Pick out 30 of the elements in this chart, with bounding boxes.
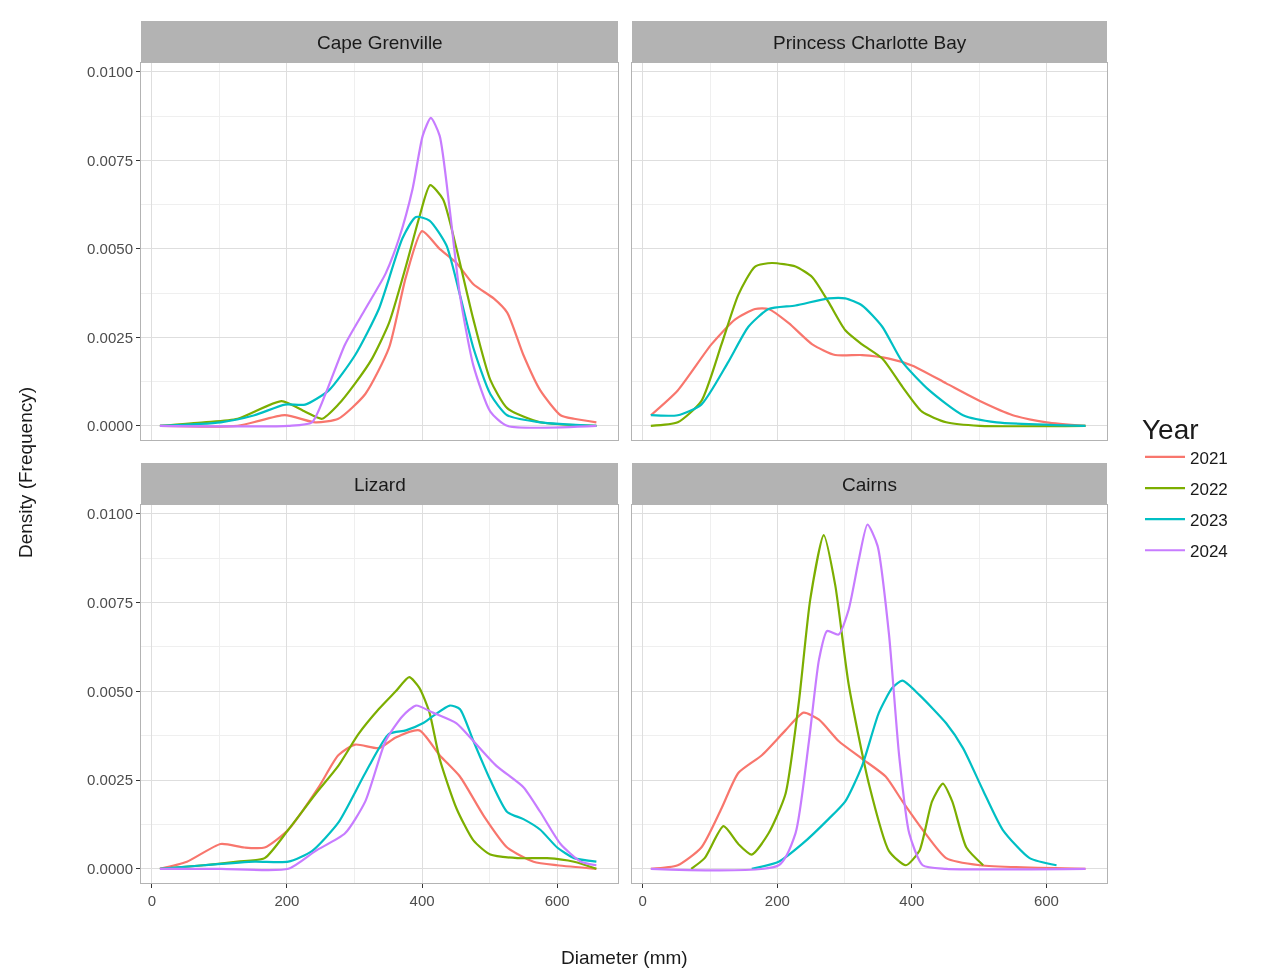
y-tick-label: 0.0000 bbox=[87, 417, 133, 435]
x-tick-label: 600 bbox=[544, 892, 570, 909]
legend-title: Year bbox=[1142, 414, 1199, 446]
y-tick-label: 0.0050 bbox=[87, 682, 133, 700]
chart-title: Cape Grenville bbox=[317, 32, 443, 53]
y-tick-label: 0.0075 bbox=[87, 151, 133, 169]
y-tick-label: 0.0050 bbox=[87, 240, 133, 258]
x-axis-title: Diameter (mm) bbox=[561, 947, 688, 968]
y-tick-label: 0.0100 bbox=[87, 505, 133, 523]
x-tick-label: 0 bbox=[638, 892, 647, 909]
legend-label: 2023 bbox=[1190, 510, 1228, 530]
chart-title: Princess Charlotte Bay bbox=[773, 32, 967, 53]
x-tick-label: 400 bbox=[899, 892, 925, 909]
y-tick-label: 0.0100 bbox=[87, 63, 133, 81]
x-tick-label: 200 bbox=[764, 892, 790, 909]
y-axis-title: Density (Frequency) bbox=[15, 386, 36, 558]
chart-title: Cairns bbox=[842, 474, 897, 495]
y-tick-label: 0.0025 bbox=[87, 328, 133, 346]
x-tick-label: 0 bbox=[147, 892, 156, 909]
legend-label: 2021 bbox=[1190, 448, 1228, 468]
y-tick-label: 0.0000 bbox=[87, 860, 133, 878]
y-tick-label: 0.0075 bbox=[87, 593, 133, 611]
x-tick-label: 400 bbox=[409, 892, 435, 909]
chart-title: Lizard bbox=[354, 474, 406, 495]
x-tick-label: 600 bbox=[1033, 892, 1059, 909]
line-series bbox=[158, 729, 598, 870]
x-tick-label: 200 bbox=[274, 892, 300, 909]
legend-label: 2024 bbox=[1190, 541, 1228, 561]
legend-label: 2022 bbox=[1190, 479, 1228, 499]
y-tick-label: 0.0025 bbox=[87, 771, 133, 789]
